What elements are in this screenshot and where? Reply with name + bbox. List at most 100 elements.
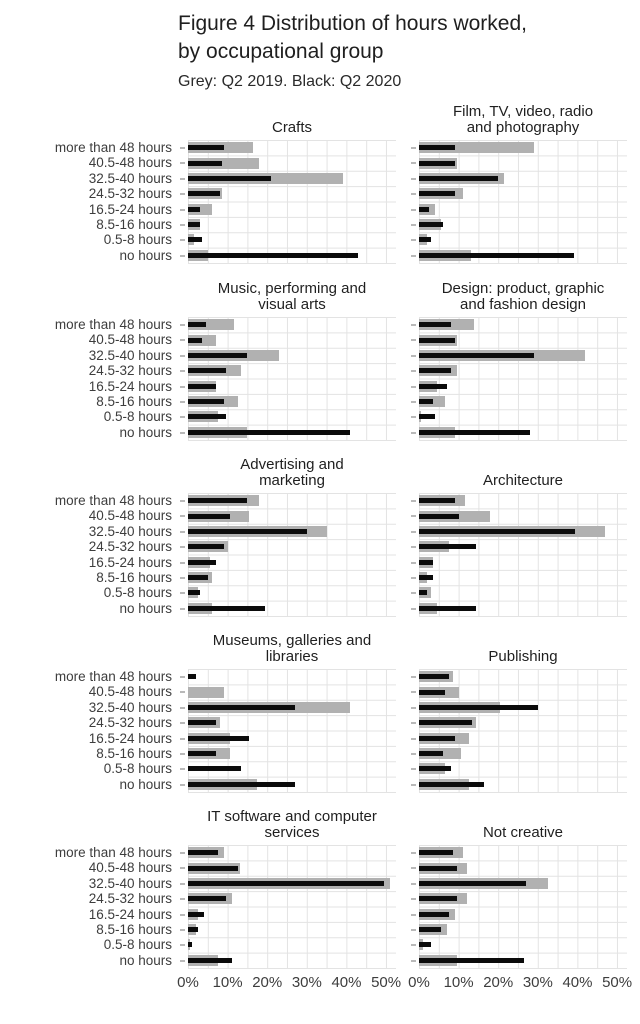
y-axis-tick xyxy=(180,339,185,342)
plot-area-film-tv-video-radio-and-photography xyxy=(419,140,627,264)
y-axis-tick xyxy=(180,913,185,916)
y-axis-tick xyxy=(411,882,416,885)
y-axis-tick xyxy=(180,607,185,610)
bar-q2-2020-16-5-24-hours xyxy=(419,206,429,212)
y-axis-labels-row-1: more than 48 hours 40.5-48 hours 32.5-40 h… xyxy=(0,140,172,263)
bar-q2-2020-more-than-48-hours xyxy=(188,850,218,856)
category-label-0-5-8-hours: 0.5-8 hours xyxy=(103,409,172,425)
bar-q2-2020-no-hours xyxy=(188,781,295,787)
y-axis-tick xyxy=(180,898,185,901)
panel-title-music-performing-and-visual-arts: Music, performing and visual arts xyxy=(217,280,367,313)
bar-q2-2020-0-5-8-hours xyxy=(188,766,242,772)
y-axis-tick xyxy=(411,400,416,403)
y-axis-tick xyxy=(411,431,416,434)
category-label-32-5-40-hours: 32.5-40 hours xyxy=(88,523,172,539)
x-axis-tick-label-right-40: 40% xyxy=(562,974,593,991)
plot-area-advertising-and-marketing xyxy=(188,493,396,617)
category-label-8-5-16-hours: 8.5-16 hours xyxy=(96,745,172,761)
y-axis-tick xyxy=(180,500,185,502)
y-axis-labels-row-2: more than 48 hours 40.5-48 hours 32.5-40 h… xyxy=(0,317,172,440)
bar-q2-2020-no-hours xyxy=(188,252,359,258)
panel-title-film-tv-video-radio-and-photography: Film, TV, video, radio and photography xyxy=(452,103,594,136)
bar-q2-2019-more-than-48-hours xyxy=(419,142,534,154)
x-axis-tick-label-right-50: 50% xyxy=(602,974,633,991)
bar-q2-2020-0-5-8-hours xyxy=(188,237,202,243)
y-axis-tick xyxy=(411,500,416,502)
y-axis-tick xyxy=(180,416,185,419)
y-axis-tick xyxy=(180,928,185,931)
category-label-16-5-24-hours: 16.5-24 hours xyxy=(88,730,172,746)
y-axis-tick xyxy=(180,370,185,373)
bar-q2-2020-24-5-32-hours xyxy=(419,191,455,197)
bar-q2-2019-40-5-48-hours xyxy=(188,686,224,698)
y-axis-tick xyxy=(411,177,416,180)
plot-area-crafts xyxy=(188,140,396,264)
category-label-no-hours: no hours xyxy=(119,424,172,440)
y-axis-tick xyxy=(180,162,185,165)
bar-q2-2020-40-5-48-hours xyxy=(419,865,457,871)
bar-q2-2020-16-5-24-hours xyxy=(188,559,216,565)
bar-q2-2020-more-than-48-hours xyxy=(188,145,224,151)
bar-q2-2020-no-hours xyxy=(188,957,232,963)
y-axis-tick xyxy=(180,147,185,149)
bar-q2-2020-more-than-48-hours xyxy=(419,145,455,151)
bar-q2-2020-8-5-16-hours xyxy=(419,927,441,933)
y-axis-tick xyxy=(180,722,185,725)
y-axis-tick xyxy=(180,546,185,549)
y-axis-tick xyxy=(411,147,416,149)
y-axis-tick xyxy=(411,691,416,694)
y-axis-labels-row-5: more than 48 hours 40.5-48 hours 32.5-40 h… xyxy=(0,845,172,968)
panel-title-not-creative: Not creative xyxy=(482,824,564,841)
category-label-24-5-32-hours: 24.5-32 hours xyxy=(88,539,172,555)
bar-q2-2020-no-hours xyxy=(419,252,574,258)
bar-q2-2020-no-hours xyxy=(419,429,530,435)
plot-area-publishing xyxy=(419,669,627,793)
bar-q2-2020-no-hours xyxy=(419,781,485,787)
x-axis-tick-label-right-0: 0% xyxy=(408,974,430,991)
y-axis-tick xyxy=(180,354,185,357)
y-axis-tick xyxy=(411,324,416,326)
category-label-8-5-16-hours: 8.5-16 hours xyxy=(96,921,172,937)
y-axis-labels-row-4: more than 48 hours 40.5-48 hours 32.5-40 h… xyxy=(0,669,172,792)
y-axis-tick xyxy=(180,852,185,854)
category-label-16-5-24-hours: 16.5-24 hours xyxy=(88,201,172,217)
panel-title-architecture: Architecture xyxy=(482,472,564,489)
category-label-24-5-32-hours: 24.5-32 hours xyxy=(88,715,172,731)
category-label-24-5-32-hours: 24.5-32 hours xyxy=(88,186,172,202)
y-axis-tick xyxy=(411,354,416,357)
panel-title-crafts: Crafts xyxy=(271,119,312,136)
bar-q2-2020-32-5-40-hours xyxy=(419,175,499,181)
bar-q2-2020-40-5-48-hours xyxy=(188,513,230,519)
bar-q2-2020-40-5-48-hours xyxy=(419,689,445,695)
y-axis-tick xyxy=(411,162,416,165)
y-axis-tick xyxy=(411,737,416,740)
bar-q2-2020-0-5-8-hours xyxy=(419,590,427,596)
bar-q2-2020-24-5-32-hours xyxy=(419,368,451,374)
bar-q2-2020-24-5-32-hours xyxy=(188,896,226,902)
bar-q2-2020-24-5-32-hours xyxy=(419,544,477,550)
category-label-40-5-48-hours: 40.5-48 hours xyxy=(88,684,172,700)
x-axis-tick-label-right-30: 30% xyxy=(522,974,553,991)
y-axis-tick xyxy=(180,783,185,786)
y-axis-tick xyxy=(411,515,416,518)
category-label-0-5-8-hours: 0.5-8 hours xyxy=(103,937,172,953)
bar-q2-2020-0-5-8-hours xyxy=(419,766,451,772)
bar-q2-2020-no-hours xyxy=(419,957,524,963)
bar-q2-2020-more-than-48-hours xyxy=(419,674,449,680)
y-axis-tick xyxy=(180,208,185,211)
bar-q2-2019-40-5-48-hours xyxy=(188,157,260,169)
category-label-8-5-16-hours: 8.5-16 hours xyxy=(96,569,172,585)
bar-q2-2020-16-5-24-hours xyxy=(419,911,449,917)
y-axis-tick xyxy=(180,431,185,434)
bar-q2-2020-32-5-40-hours xyxy=(419,352,534,358)
x-axis-tick-label-left-10: 10% xyxy=(212,974,243,991)
y-axis-labels-row-3: more than 48 hours 40.5-48 hours 32.5-40 h… xyxy=(0,493,172,616)
y-axis-tick xyxy=(411,223,416,226)
x-axis-tick-label-left-20: 20% xyxy=(252,974,283,991)
bar-q2-2020-32-5-40-hours xyxy=(188,352,248,358)
bar-q2-2020-24-5-32-hours xyxy=(419,896,457,902)
y-axis-tick xyxy=(180,193,185,196)
category-label-24-5-32-hours: 24.5-32 hours xyxy=(88,891,172,907)
category-label-no-hours: no hours xyxy=(119,247,172,263)
